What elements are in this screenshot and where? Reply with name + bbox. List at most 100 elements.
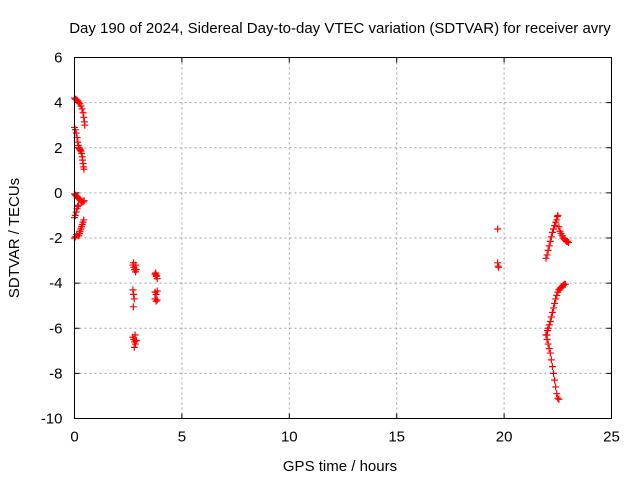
data-point — [550, 304, 558, 312]
y-tick-label: 0 — [54, 185, 62, 202]
data-point — [546, 317, 554, 325]
data-point — [77, 102, 85, 110]
series-cluster-0h-upper-lower-arc — [71, 123, 88, 173]
data-point — [547, 356, 555, 364]
x-tick-label: 20 — [496, 429, 513, 446]
x-axis-label: GPS time / hours — [283, 458, 397, 475]
data-point — [130, 290, 138, 298]
data-point — [132, 261, 140, 269]
data-point — [542, 254, 550, 262]
data-point — [80, 216, 88, 224]
data-point — [129, 286, 137, 294]
data-point — [551, 222, 559, 230]
data-point — [153, 296, 161, 304]
data-point — [553, 292, 561, 300]
data-point — [545, 345, 553, 353]
data-point — [74, 201, 82, 209]
data-point — [81, 121, 89, 129]
data-point — [132, 337, 140, 345]
y-tick-label: -2 — [49, 230, 62, 247]
series-cluster-0h-upper-arc — [71, 94, 89, 129]
chart-title: Day 190 of 2024, Sidereal Day-to-day VTE… — [69, 20, 611, 37]
data-point — [550, 369, 558, 377]
data-point — [72, 129, 80, 137]
axis-ticks: 0 5 10 15 20 25 -10 -8 -6 -4 -2 0 2 4 6 — [41, 50, 620, 446]
data-point — [132, 340, 140, 348]
data-point — [561, 280, 569, 288]
data-point — [551, 299, 559, 307]
data-point — [494, 262, 502, 270]
y-tick-label: -6 — [49, 320, 62, 337]
y-tick-label: -4 — [49, 275, 62, 292]
data-point — [130, 343, 138, 351]
data-point — [153, 287, 161, 295]
data-points — [71, 94, 573, 403]
data-point — [153, 271, 161, 279]
grid-lines — [74, 57, 612, 419]
data-point — [555, 395, 563, 403]
data-point — [76, 146, 84, 154]
y-tick-label: 2 — [54, 140, 62, 157]
data-point — [71, 211, 79, 219]
data-point — [80, 197, 88, 205]
data-point — [130, 295, 138, 303]
data-point — [547, 313, 555, 321]
data-point — [552, 295, 560, 303]
data-point — [80, 113, 88, 121]
data-point — [79, 109, 87, 117]
data-point — [72, 208, 80, 216]
data-point — [554, 394, 562, 402]
data-point — [74, 138, 82, 146]
x-tick-label: 25 — [603, 429, 620, 446]
data-point — [75, 98, 83, 106]
data-point — [129, 303, 137, 311]
data-point — [153, 275, 161, 283]
y-tick-label: -10 — [41, 411, 63, 428]
data-point — [553, 390, 561, 398]
data-point — [71, 126, 79, 134]
data-point — [552, 383, 560, 391]
data-point — [544, 340, 552, 348]
series-cluster-22h-lower — [542, 280, 569, 403]
data-point — [546, 349, 554, 357]
data-point — [152, 297, 160, 305]
series-cluster-22h-upper — [542, 211, 573, 262]
data-point — [131, 331, 139, 339]
data-point — [548, 363, 556, 371]
x-tick-label: 10 — [281, 429, 298, 446]
data-point — [545, 321, 553, 329]
data-point — [78, 105, 86, 113]
data-point — [132, 266, 140, 274]
data-point — [555, 223, 563, 231]
series-cluster-2.8h — [129, 259, 140, 351]
y-tick-label: -8 — [49, 365, 62, 382]
data-point — [548, 308, 556, 316]
data-point — [563, 237, 571, 245]
data-point — [78, 149, 86, 157]
series-cluster-19.7h — [494, 225, 503, 271]
data-point — [543, 251, 551, 259]
series-cluster-3.8h — [151, 269, 161, 305]
data-point — [545, 242, 553, 250]
data-point — [152, 290, 160, 298]
data-point — [543, 327, 551, 335]
data-point — [551, 376, 559, 384]
data-point — [565, 239, 573, 247]
data-point — [80, 165, 88, 173]
data-point — [548, 228, 556, 236]
data-point — [553, 216, 561, 224]
plot-frame — [74, 57, 612, 419]
data-point — [74, 202, 82, 210]
x-tick-label: 15 — [388, 429, 405, 446]
data-point — [495, 263, 503, 271]
data-point — [554, 211, 562, 219]
data-point — [550, 225, 558, 233]
data-point — [544, 246, 552, 254]
y-tick-label: 4 — [54, 95, 62, 112]
y-axis-label: SDTVAR / TECUs — [6, 178, 23, 298]
data-point — [546, 237, 554, 245]
data-point — [494, 225, 502, 233]
x-tick-label: 5 — [178, 429, 186, 446]
y-tick-label: 6 — [54, 50, 62, 67]
